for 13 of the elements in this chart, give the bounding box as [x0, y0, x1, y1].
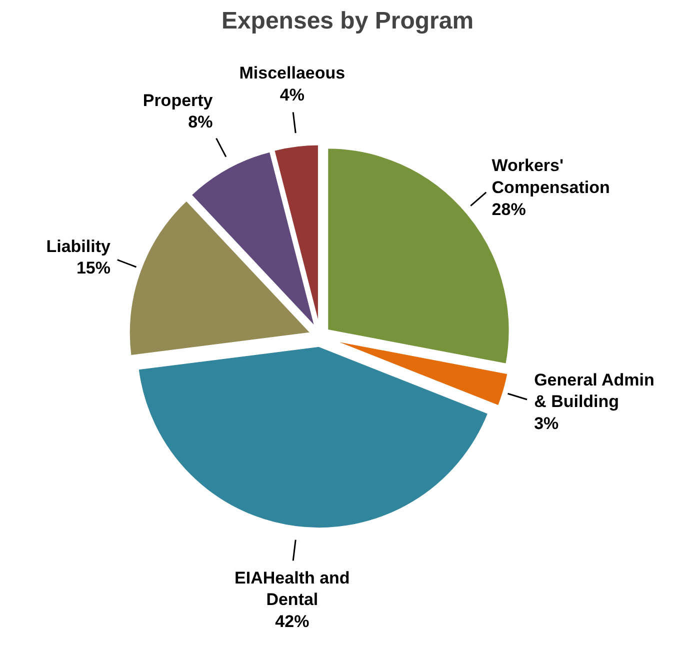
data-label: 3% [534, 414, 559, 433]
slice-label: Workers' Compensation [492, 156, 610, 197]
data-label: 8% [188, 112, 213, 132]
slice-label: Liability [46, 236, 112, 256]
chart-title: Expenses by Program [221, 8, 474, 34]
slice-label: Miscellaeous [239, 64, 346, 83]
slice-label: General Admin & Building [534, 370, 654, 412]
data-label: 28% [492, 200, 526, 219]
data-label: 4% [280, 86, 304, 105]
data-label: 42% [275, 612, 310, 631]
slice-label: EIAHealth and Dental [234, 568, 350, 610]
data-label: 15% [76, 258, 110, 278]
slice-label: Property [142, 90, 214, 110]
